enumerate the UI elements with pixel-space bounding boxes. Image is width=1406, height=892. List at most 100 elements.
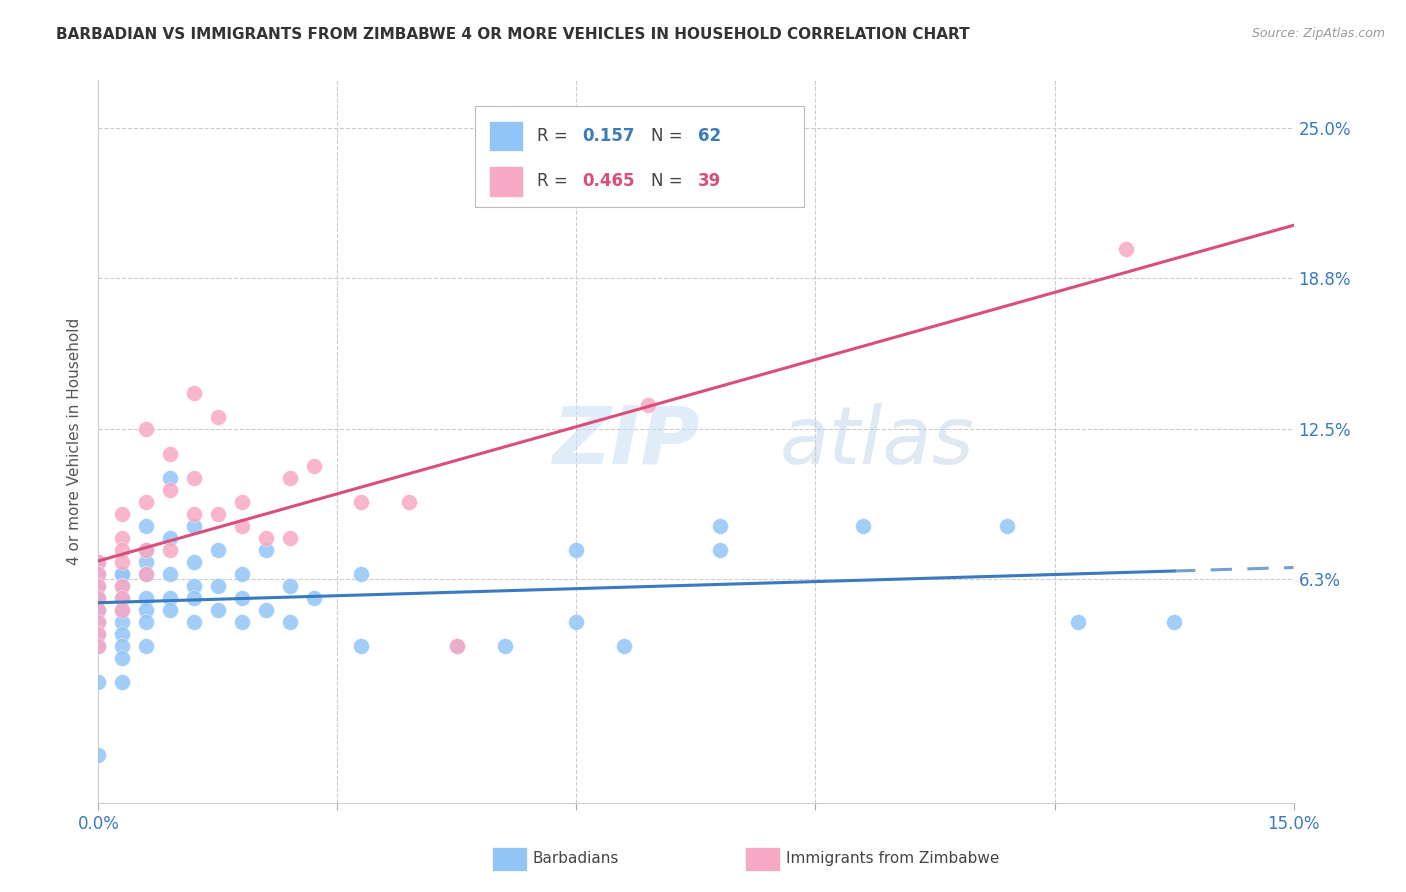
Point [87,567,110,582]
FancyBboxPatch shape [475,105,804,207]
Point [183,386,205,401]
Point [111,567,134,582]
Point [111,603,134,617]
Point [111,555,134,569]
Point [183,507,205,521]
Point [350,567,373,582]
Point [207,507,229,521]
FancyBboxPatch shape [489,166,523,196]
Point [87,603,110,617]
Point [446,639,468,653]
Point [350,639,373,653]
Text: 62: 62 [699,127,721,145]
Text: N =: N = [651,172,688,190]
Point [231,567,253,582]
Point [111,627,134,641]
Point [87,639,110,653]
Point [135,542,157,557]
Point [183,470,205,484]
Point [446,639,468,653]
Point [111,639,134,653]
Point [709,542,731,557]
Point [278,470,301,484]
Point [565,615,588,630]
Point [278,531,301,545]
Text: Immigrants from Zimbabwe: Immigrants from Zimbabwe [786,852,1000,866]
Point [159,483,181,497]
Text: R =: R = [537,172,574,190]
Point [135,494,157,508]
Point [159,446,181,460]
Point [852,518,875,533]
Text: R =: R = [537,127,574,145]
Point [111,603,134,617]
Point [111,507,134,521]
Point [207,603,229,617]
FancyBboxPatch shape [489,120,523,151]
Point [254,603,277,617]
Point [254,531,277,545]
Point [87,675,110,690]
Point [183,579,205,593]
Point [87,591,110,606]
Point [183,555,205,569]
Point [135,422,157,436]
Text: atlas: atlas [779,402,974,481]
Point [159,531,181,545]
Point [254,542,277,557]
Point [87,747,110,762]
Point [87,603,110,617]
Point [183,518,205,533]
Point [350,494,373,508]
Point [278,579,301,593]
Text: N =: N = [651,127,688,145]
Point [135,639,157,653]
Text: ZIP: ZIP [553,402,700,481]
Point [111,542,134,557]
Point [231,518,253,533]
Point [87,639,110,653]
Point [87,579,110,593]
Point [111,591,134,606]
Point [565,542,588,557]
Point [87,591,110,606]
Point [111,675,134,690]
Text: 39: 39 [699,172,721,190]
Point [135,567,157,582]
Point [111,579,134,593]
Point [111,591,134,606]
Point [111,531,134,545]
Text: 0.157: 0.157 [582,127,636,145]
Point [111,651,134,665]
Point [135,591,157,606]
Point [159,591,181,606]
Point [87,615,110,630]
Point [207,579,229,593]
Point [87,603,110,617]
Y-axis label: 4 or more Vehicles in Household: 4 or more Vehicles in Household [67,318,83,566]
Point [1115,242,1137,256]
Point [111,615,134,630]
Text: Barbadians: Barbadians [533,852,619,866]
Point [135,555,157,569]
Point [398,494,420,508]
Point [87,579,110,593]
Point [159,542,181,557]
Point [278,615,301,630]
Point [709,518,731,533]
Point [231,615,253,630]
Point [135,567,157,582]
Point [1163,615,1185,630]
Point [494,639,516,653]
Point [159,603,181,617]
Point [207,542,229,557]
Text: 0.465: 0.465 [582,172,636,190]
Point [135,603,157,617]
Point [995,518,1018,533]
Point [135,615,157,630]
Point [87,627,110,641]
Point [87,591,110,606]
Point [231,591,253,606]
Point [111,567,134,582]
Point [637,398,659,412]
